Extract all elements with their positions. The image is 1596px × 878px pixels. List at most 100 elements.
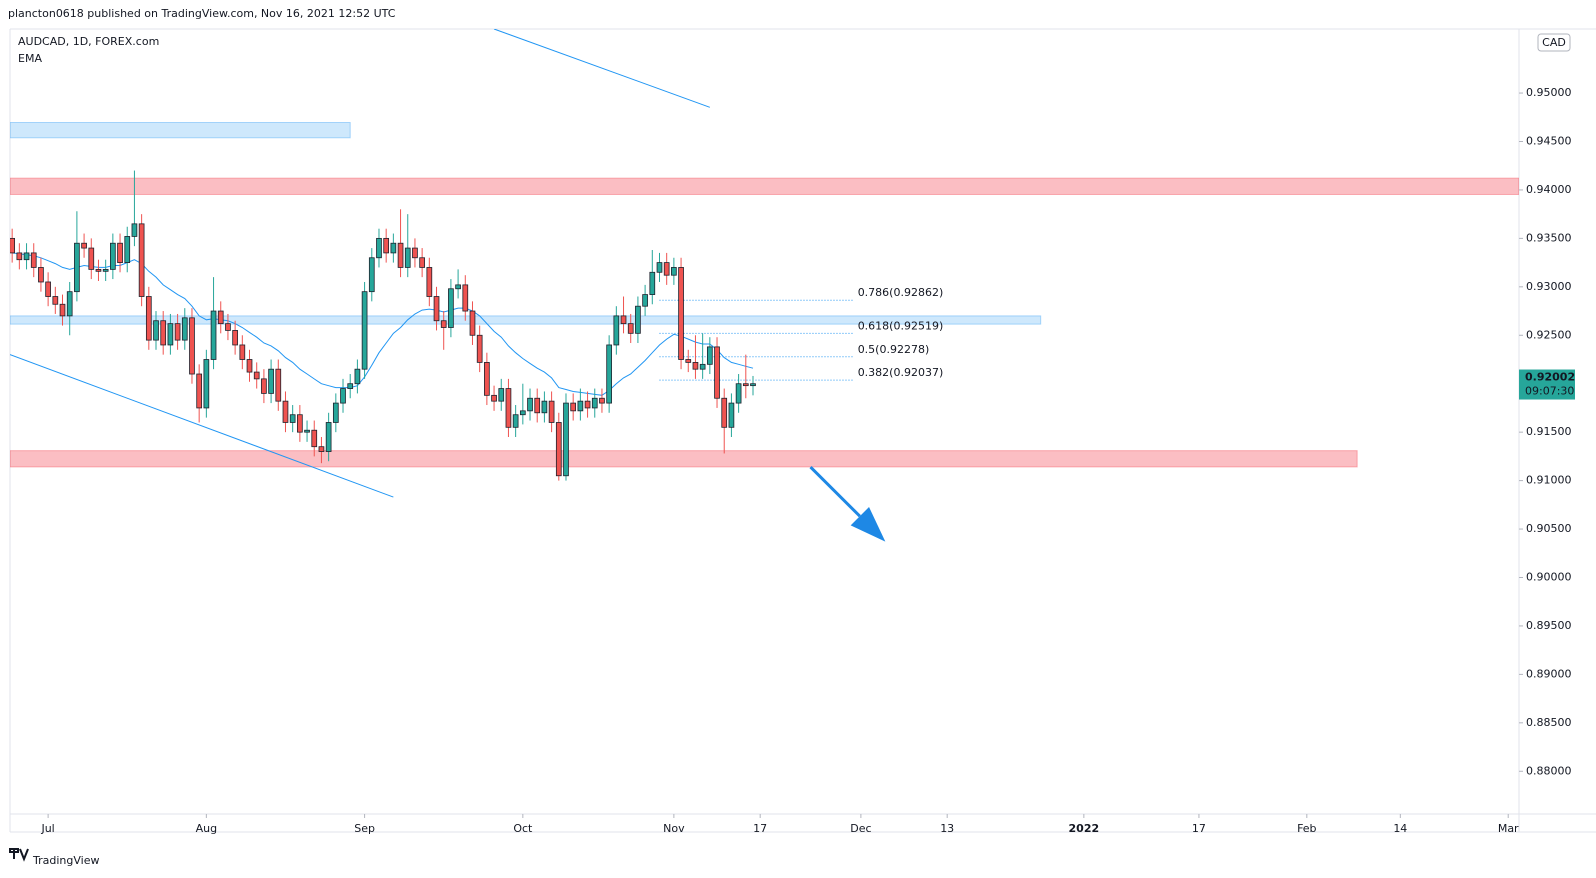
candle-body — [678, 267, 684, 360]
symbol: AUDCAD, 1D, FOREX.com — [18, 35, 159, 48]
y-tick-label: 0.91500 — [1526, 425, 1572, 438]
candle-body — [203, 359, 210, 409]
candle-body — [584, 400, 591, 409]
candle-body — [23, 252, 30, 261]
candle-body — [440, 320, 447, 328]
y-tick-label: 0.95000 — [1526, 86, 1572, 99]
x-tick-label: 17 — [753, 822, 767, 835]
currency-box[interactable] — [1537, 33, 1571, 52]
fib-label: 0.5(0.92278) — [858, 343, 930, 356]
candle-body — [484, 361, 490, 396]
x-tick-label: Aug — [196, 822, 217, 835]
candle-body — [642, 294, 648, 307]
indicator: EMA — [18, 52, 42, 65]
candle-body — [38, 267, 44, 283]
candle-body — [519, 410, 526, 416]
logo — [9, 848, 29, 862]
last-price: 0.92002 — [1525, 371, 1575, 384]
candle-body — [52, 296, 59, 305]
candle-body — [160, 320, 167, 346]
candle-body — [10, 237, 16, 254]
candle-body — [541, 400, 548, 414]
candle-body — [210, 310, 217, 360]
y-tick-label: 0.90000 — [1526, 570, 1572, 583]
candle-body — [728, 402, 735, 428]
x-tick-label: Feb — [1297, 822, 1316, 835]
x-tick-label: Oct — [513, 822, 533, 835]
candle-body — [606, 344, 612, 404]
candle-body — [189, 317, 195, 375]
trendline — [10, 354, 394, 498]
candle-body — [750, 383, 756, 387]
candle-body — [225, 323, 231, 331]
candle-body — [268, 368, 274, 394]
candle-body — [627, 323, 634, 334]
candle-body — [699, 363, 706, 370]
candle-body — [66, 291, 73, 317]
fib-label: 0.786(0.92862) — [858, 286, 944, 299]
candle-body — [318, 446, 325, 452]
y-tick-label: 0.90500 — [1526, 522, 1572, 535]
candle-body — [433, 296, 440, 322]
candle-body — [117, 242, 123, 264]
candle-body — [383, 237, 390, 254]
candle-body — [45, 281, 51, 297]
candle-body — [376, 237, 382, 259]
candle-body — [448, 288, 454, 328]
candle-body — [649, 271, 656, 295]
candle-body — [735, 383, 742, 404]
y-tick-label: 0.89000 — [1526, 667, 1572, 680]
candle-body — [455, 284, 461, 290]
plot: 0.786(0.92862) 0.618(0.92519) 0.5(0.92278)… — [10, 29, 1519, 542]
candle-body — [591, 397, 598, 409]
zone — [10, 450, 1358, 468]
candle-body — [167, 323, 174, 346]
x-tick-label: Sep — [354, 822, 375, 835]
candle-body — [30, 252, 37, 268]
y-tick-label: 0.92500 — [1526, 328, 1572, 341]
candle-body — [131, 223, 138, 237]
footer: TradingView — [32, 854, 99, 867]
currency[interactable]: CAD — [1542, 36, 1566, 49]
candle-body — [361, 291, 368, 370]
candle-body — [16, 252, 23, 261]
candle-body — [95, 268, 102, 272]
y-tick-label: 0.94000 — [1526, 183, 1572, 196]
fib-label: 0.618(0.92519) — [858, 319, 944, 332]
published: plancton0618 published on TradingView.co… — [8, 7, 396, 20]
candle-body — [714, 346, 720, 399]
candle-body — [74, 242, 80, 293]
candle-body — [635, 305, 641, 334]
candle-body — [110, 242, 116, 270]
candle-body — [217, 310, 224, 325]
candle-body — [555, 422, 562, 477]
candle-body — [577, 400, 584, 412]
candle-body — [685, 359, 692, 363]
candle-body — [153, 320, 159, 341]
arrow-shaft — [809, 465, 861, 518]
candle-body — [390, 242, 397, 254]
candle-body — [81, 242, 87, 249]
candle-body — [253, 371, 260, 380]
zone — [10, 315, 1042, 325]
x-tick-label: 14 — [1393, 822, 1407, 835]
candle-body — [419, 257, 425, 268]
candle-body — [138, 223, 145, 297]
candle-body — [656, 262, 663, 273]
candle-body — [347, 383, 354, 389]
arrow-head — [850, 507, 886, 542]
candle-body — [261, 378, 267, 394]
candle-body — [563, 402, 569, 477]
y-tick-label: 0.91000 — [1526, 474, 1572, 487]
candle-body — [325, 422, 332, 452]
candle-body — [505, 388, 512, 428]
candle-body — [469, 310, 476, 336]
candle-body — [476, 334, 483, 363]
candle-body — [397, 242, 404, 268]
candle-body — [311, 429, 318, 448]
y-tick-label: 0.94500 — [1526, 134, 1572, 147]
candle-body — [275, 368, 282, 402]
candle-body — [742, 383, 749, 387]
candle-body — [613, 315, 620, 346]
